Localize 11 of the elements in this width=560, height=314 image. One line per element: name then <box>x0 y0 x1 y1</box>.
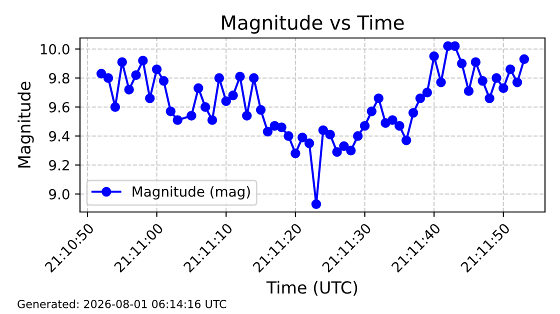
text: Generated: 2026-08-01 06:14:16 UTC <box>18 300 226 308</box>
x-axis-title: Time (UTC) <box>266 280 358 296</box>
y-tick-label: 9.2 <box>49 160 69 170</box>
y-tick-label: 9.8 <box>49 72 70 84</box>
legend-label: Magnitude (mag) <box>132 186 250 200</box>
y-tick-label: 9.0 <box>49 188 70 200</box>
y-axis-title: Magnitude <box>18 82 34 168</box>
y-tick-label: 9.6 <box>49 102 70 112</box>
y-tick-label: 10.0 <box>40 44 70 54</box>
y-tick-label: 9.4 <box>49 130 70 142</box>
chart-title: Magnitude vs Time <box>222 14 404 34</box>
